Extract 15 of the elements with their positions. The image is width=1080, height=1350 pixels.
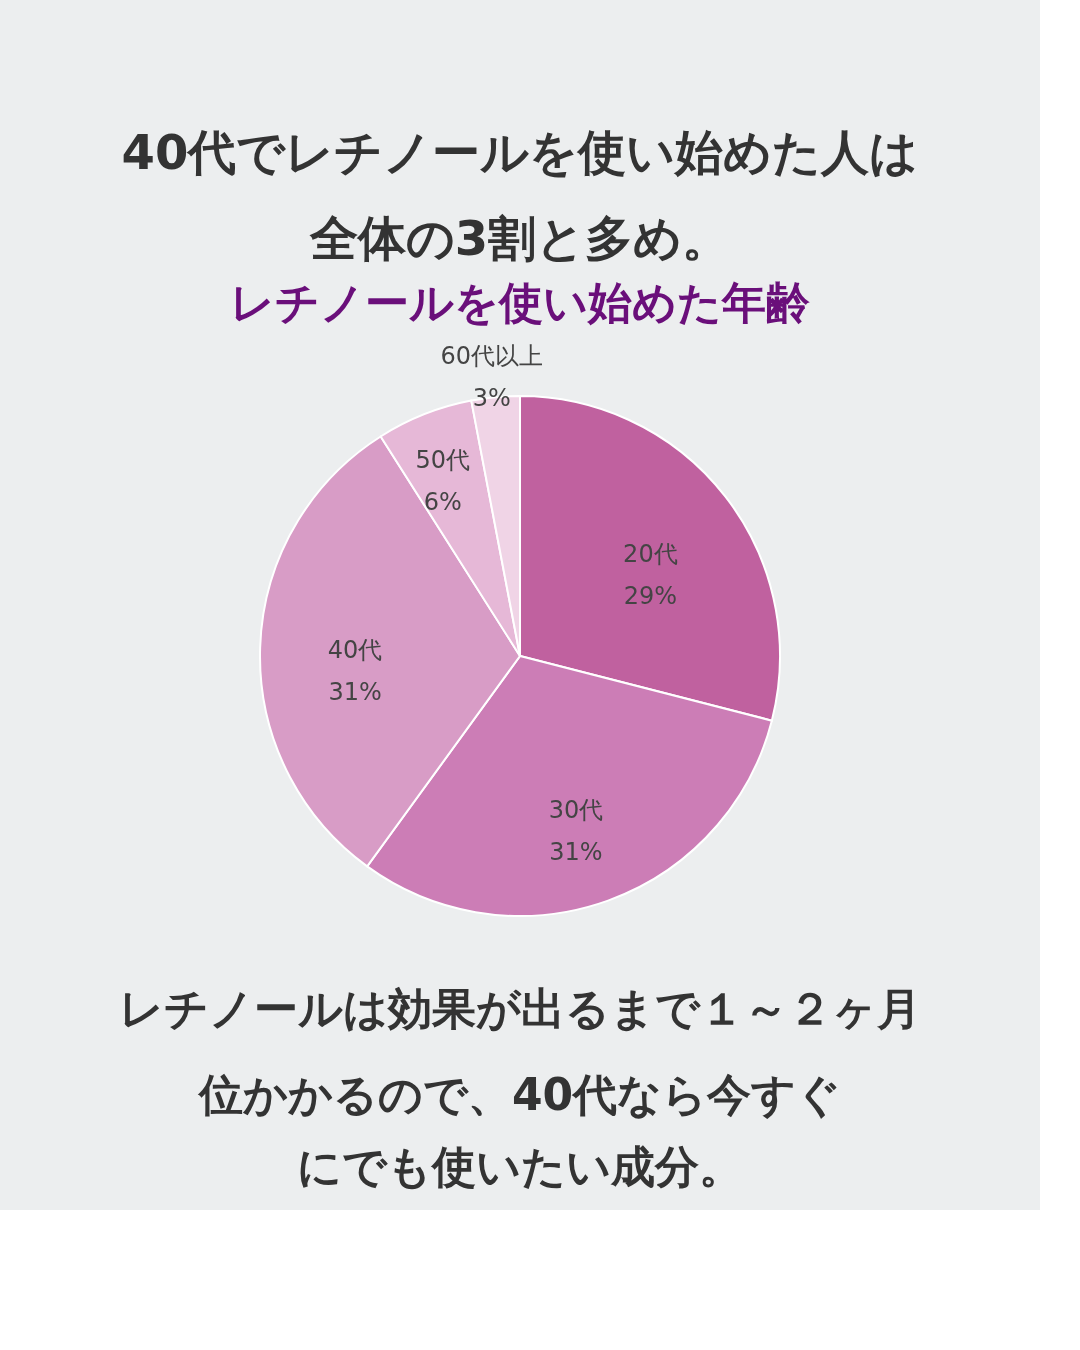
chart-subtitle: レチノールを使い始めた年齢	[230, 277, 810, 328]
slice-label: 60代以上	[440, 342, 544, 371]
text: 位かかるので、40代なら今すぐ	[196, 1069, 842, 1120]
slice-label: 50代	[415, 445, 470, 474]
data-label: 31%	[328, 677, 382, 706]
data-label: 6%	[423, 487, 462, 516]
chart-title: 40代でレチノールを使い始めた人は全体の3割と多め。	[121, 124, 919, 266]
data-label: 3%	[472, 384, 511, 413]
text: にでも使いたい成分。	[297, 1141, 743, 1192]
slice-label: 30代	[548, 796, 604, 825]
data-label: 31%	[549, 838, 603, 867]
text: レチノールは効果が出るまで１～２ヶ月	[119, 983, 921, 1034]
slice-label: 40代	[327, 635, 383, 664]
slice-label: 20代	[623, 539, 678, 568]
data-label: 29%	[623, 581, 678, 610]
